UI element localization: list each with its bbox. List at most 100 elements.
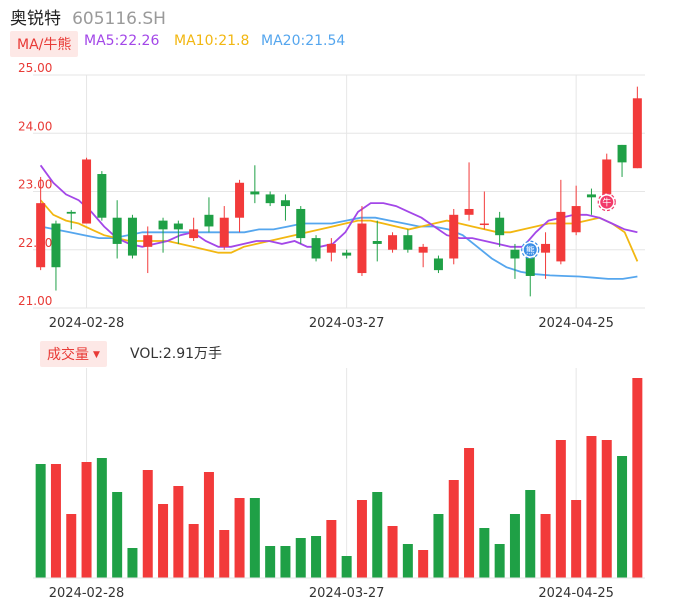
- candlestick: [204, 197, 214, 233]
- candlestick: [418, 243, 428, 268]
- candlestick: [617, 144, 627, 177]
- marker-dot: [523, 243, 537, 257]
- volume-bar: [142, 470, 153, 578]
- candle-body: [388, 235, 398, 250]
- candle-body: [127, 217, 137, 256]
- candlestick: [556, 179, 566, 265]
- candlestick: [265, 191, 275, 207]
- price-tick-label: 23.00: [18, 178, 52, 192]
- marker-dot: [600, 195, 614, 209]
- candlestick: [235, 179, 245, 233]
- volume-bar: [571, 500, 582, 578]
- candle-body: [433, 258, 443, 271]
- candlestick: [36, 176, 46, 271]
- candle-body: [173, 223, 183, 230]
- volume-bar: [341, 556, 352, 578]
- volume-bar: [127, 548, 138, 578]
- candle-body: [571, 206, 581, 233]
- title-row: 奥锐特 605116.SH: [10, 4, 166, 29]
- ma5-legend: MA5:22.26: [84, 33, 160, 49]
- candle-body: [602, 159, 612, 195]
- volume-bar: [494, 544, 505, 578]
- candle-body: [525, 252, 535, 276]
- candlestick: [571, 185, 581, 236]
- candle-body: [403, 235, 413, 250]
- candlestick: [280, 194, 290, 221]
- candlestick: [479, 191, 489, 230]
- volume-bar: [81, 462, 92, 578]
- volume-bar: [525, 490, 536, 578]
- volume-bar: [295, 538, 306, 578]
- volume-bar: [66, 514, 77, 578]
- candle-body: [66, 211, 76, 214]
- date-tick-label: 2024-02-28: [49, 316, 125, 331]
- candlestick: [449, 208, 459, 265]
- candle-body: [280, 200, 290, 207]
- candlestick: [143, 226, 153, 274]
- candlestick: [632, 86, 642, 169]
- candlestick: [433, 255, 443, 274]
- ma-indicator-tab[interactable]: MA/牛熊: [10, 31, 79, 57]
- candle-body: [632, 98, 642, 169]
- volume-bar: [112, 492, 123, 578]
- candle-body: [541, 243, 551, 253]
- candle-body: [296, 208, 306, 239]
- candle-body: [479, 223, 489, 226]
- stock-code: 605116.SH: [72, 9, 166, 29]
- candle-body: [311, 238, 321, 259]
- volume-bar: [372, 492, 383, 578]
- volume-bar: [158, 504, 169, 578]
- candlestick: [342, 249, 352, 259]
- candle-body: [510, 249, 520, 259]
- candle-body: [495, 217, 505, 236]
- candle-body: [357, 223, 367, 274]
- candle-body: [143, 235, 153, 247]
- candlestick: [388, 232, 398, 253]
- candle-body: [449, 214, 459, 259]
- volume-bar: [632, 378, 643, 578]
- volume-bar: [617, 456, 628, 578]
- candle-body: [51, 223, 61, 268]
- volume-bar: [188, 524, 199, 578]
- candle-body: [97, 174, 107, 218]
- volume-bar: [326, 520, 337, 578]
- volume-bar: [555, 440, 566, 578]
- candle-body: [112, 217, 122, 244]
- volume-bar: [219, 530, 230, 578]
- volume-value: VOL:2.91万手: [130, 346, 223, 362]
- volume-bar: [601, 440, 612, 578]
- candlestick: [82, 157, 92, 224]
- candle-body: [82, 159, 92, 224]
- volume-bar: [464, 448, 475, 578]
- price-tick-label: 24.00: [18, 119, 52, 133]
- volume-bar: [356, 500, 367, 578]
- date-tick-label: 2024-04-25: [538, 316, 614, 331]
- ma5-line: [39, 164, 638, 248]
- volume-bar: [50, 464, 61, 578]
- ma-indicator-tab-label: MA/牛熊: [17, 37, 72, 53]
- volume-bar: [311, 536, 322, 578]
- candle-body: [235, 182, 245, 218]
- candlestick: [357, 206, 367, 276]
- candlestick: [541, 232, 551, 279]
- price-tick-label: 25.00: [18, 61, 52, 75]
- volume-bar: [509, 514, 520, 578]
- candle-body: [326, 243, 336, 253]
- volume-bar: [448, 480, 459, 578]
- candlestick: [189, 217, 199, 242]
- caret-down-icon: ▼: [93, 350, 100, 360]
- volume-date-tick-label: 2024-03-27: [309, 586, 385, 601]
- candle-body: [464, 208, 474, 215]
- candle-body: [189, 229, 199, 239]
- candle-body: [418, 246, 428, 253]
- volume-indicator-tab[interactable]: 成交量 ▼: [40, 341, 107, 367]
- volume-bar: [173, 486, 184, 578]
- ma20-legend: MA20:21.54: [261, 33, 346, 49]
- price-tick-label: 21.00: [18, 294, 52, 308]
- candlestick: [311, 235, 321, 262]
- up-signal-badge-icon: 牛: [597, 192, 616, 212]
- marker-text: 熊: [526, 244, 535, 256]
- volume-date-tick-label: 2024-02-28: [49, 586, 125, 601]
- candlestick: [495, 211, 505, 247]
